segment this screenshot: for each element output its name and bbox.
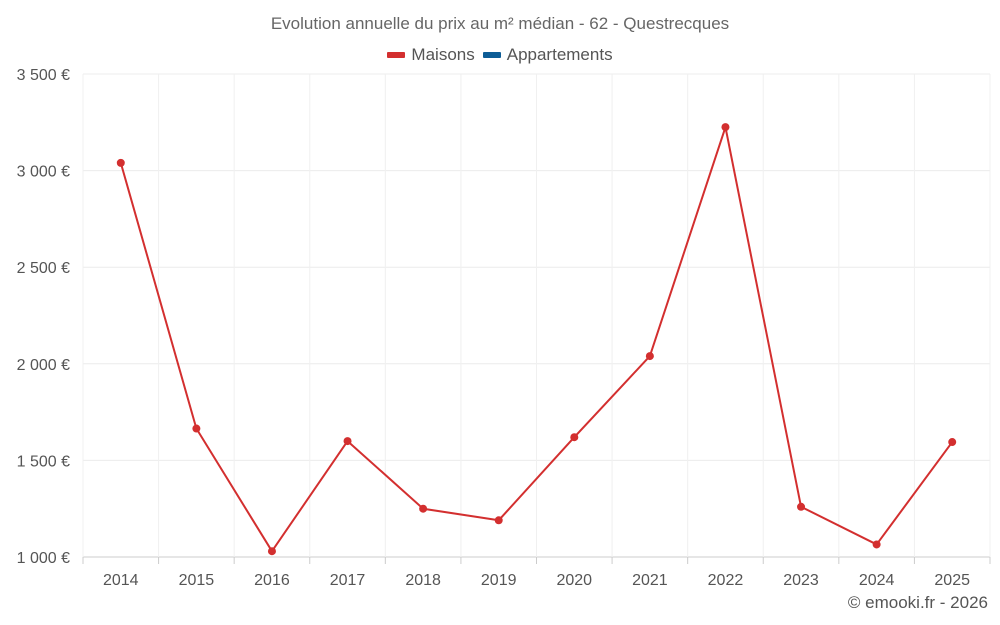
x-tick-label: 2017 <box>330 572 366 589</box>
legend-label-appartements: Appartements <box>506 45 613 64</box>
legend-item-maisons[interactable]: Maisons <box>387 45 475 65</box>
x-tick-label: 2024 <box>859 572 895 589</box>
x-tick-label: 2014 <box>103 572 139 589</box>
x-tick-label: 2025 <box>934 572 970 589</box>
x-tick-label: 2015 <box>179 572 215 589</box>
y-tick-label: 3 500 € <box>17 67 70 84</box>
x-tick-label: 2023 <box>783 572 819 589</box>
data-point <box>267 547 276 556</box>
legend-item-appartements[interactable]: Appartements <box>482 45 613 65</box>
y-tick-label: 2 000 € <box>17 357 70 374</box>
data-point <box>570 433 579 442</box>
legend-swatch-maisons <box>387 52 406 58</box>
data-point <box>494 516 503 525</box>
legend-label-maisons: Maisons <box>411 45 475 64</box>
x-tick-label: 2020 <box>556 572 592 589</box>
data-point <box>192 424 201 433</box>
legend-swatch-appartements <box>482 52 501 58</box>
y-tick-label: 1 000 € <box>17 550 70 567</box>
series-line-maisons <box>119 126 954 553</box>
legend: Maisons Appartements <box>0 45 1000 65</box>
x-tick-label: 2018 <box>405 572 441 589</box>
data-point <box>343 437 352 446</box>
data-point <box>948 438 957 447</box>
x-tick-label: 2019 <box>481 572 517 589</box>
data-point <box>645 352 654 361</box>
data-point <box>419 504 428 513</box>
y-tick-label: 3 000 € <box>17 164 70 181</box>
y-tick-label: 2 500 € <box>17 260 70 277</box>
data-point <box>797 502 806 511</box>
data-point <box>872 540 881 549</box>
x-tick-label: 2021 <box>632 572 668 589</box>
data-point <box>116 158 125 167</box>
data-point <box>721 123 730 132</box>
x-tick-label: 2016 <box>254 572 290 589</box>
chart-title: Evolution annuelle du prix au m² médian … <box>270 14 730 33</box>
x-tick-label: 2022 <box>708 572 744 589</box>
credit-text: © emooki.fr - 2026 <box>847 593 988 612</box>
y-tick-label: 1 500 € <box>17 453 70 470</box>
